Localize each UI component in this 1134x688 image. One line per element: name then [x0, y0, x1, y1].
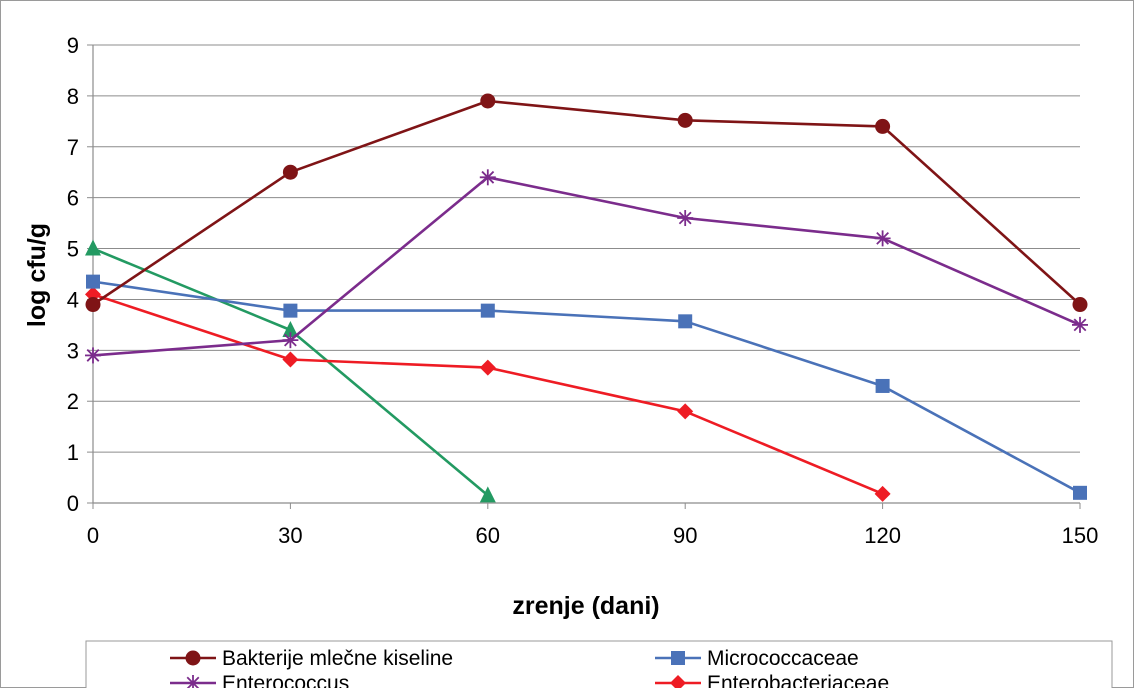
series-line [92, 99, 1081, 306]
x-tick-label: 90 [673, 523, 697, 548]
y-tick-label: 1 [67, 440, 79, 465]
y-tick-label: 8 [67, 84, 79, 109]
data-point [875, 118, 891, 134]
legend-item: Micrococcaceae [655, 647, 859, 670]
y-tick-label: 7 [67, 135, 79, 160]
series-line [92, 176, 1081, 357]
legend-box [85, 640, 1113, 688]
legend-marker [670, 675, 686, 688]
y-tick-label: 6 [67, 186, 79, 211]
legend-label: Bakterije mlečne kiseline [222, 647, 453, 670]
legend-label: Enterococcus [222, 672, 349, 688]
legend-marker [185, 675, 201, 688]
legend-marker [185, 650, 201, 666]
data-point [677, 210, 694, 227]
data-point [85, 347, 101, 364]
y-tick-label: 0 [67, 491, 79, 516]
series-micrococcaceae [86, 274, 1087, 500]
data-point [874, 485, 891, 502]
data-point [1073, 485, 1087, 500]
axes [92, 45, 1080, 504]
data-point [1072, 297, 1088, 313]
legend: Bakterije mlečne kiseline Micrococcaceae E… [170, 647, 889, 688]
legend-marker [671, 651, 685, 665]
data-point [479, 359, 496, 376]
data-point [282, 351, 299, 368]
x-tick-label: 30 [278, 523, 302, 548]
series-enterobacteriaceae [85, 286, 891, 502]
data-point [282, 332, 299, 349]
y-tick-label: 5 [67, 237, 79, 262]
y-tick-label: 2 [67, 389, 79, 414]
x-axis-title: zrenje (dani) [512, 592, 659, 620]
data-point [85, 297, 101, 313]
legend-label: Enterobacteriaceae [707, 672, 889, 688]
data-point [479, 486, 496, 503]
data-point [282, 320, 299, 337]
legend-item: Enterococcus [170, 672, 349, 688]
data-point [282, 164, 298, 180]
y-tick-label: 9 [67, 33, 79, 58]
data-point [874, 230, 891, 247]
data-point [283, 303, 298, 318]
legend-item: Enterobacteriaceae [655, 672, 889, 688]
data-point [480, 93, 496, 109]
data-point [1072, 316, 1088, 333]
x-tick-label: 60 [476, 523, 500, 548]
series-layer [85, 93, 1088, 503]
data-point [480, 303, 495, 318]
legend-item: Bakterije mlečne kiseline [170, 647, 453, 670]
data-point [677, 403, 694, 420]
series-bakterije-mle-ne-kiseline [85, 93, 1088, 313]
series-line [92, 247, 489, 497]
x-tick-label: 150 [1062, 523, 1099, 548]
x-tick-label: 0 [87, 523, 99, 548]
y-tick-label: 3 [67, 338, 79, 363]
data-point [875, 378, 890, 393]
data-point [677, 112, 693, 128]
data-point [479, 169, 496, 186]
series-line [92, 280, 1081, 494]
data-point [678, 314, 693, 329]
y-axis-title: log cfu/g [23, 223, 51, 327]
y-tick-label: 4 [67, 287, 79, 312]
data-point [85, 239, 101, 256]
series-pseudomonadaceae [85, 239, 496, 503]
x-tick-labels: 0 30 60 90 120 150 [87, 523, 1098, 548]
series-line [92, 293, 884, 495]
grid-lines [87, 44, 1081, 509]
x-tick-label: 120 [864, 523, 901, 548]
y-tick-labels: 0 1 2 3 4 5 6 7 8 9 [67, 33, 79, 516]
series-enterococcus [85, 169, 1088, 364]
data-point [86, 274, 100, 289]
legend-label: Micrococcaceae [707, 647, 859, 670]
